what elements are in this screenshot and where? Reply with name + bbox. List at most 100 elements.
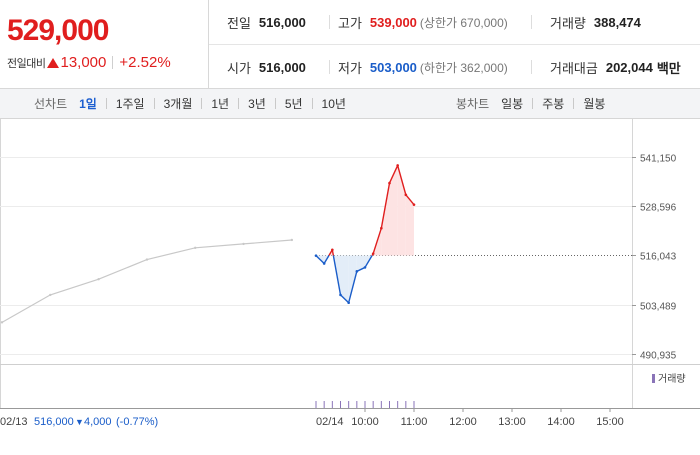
tab-monthly[interactable]: 월봉 xyxy=(583,97,606,111)
today-point xyxy=(412,203,416,206)
volume-legend: 거래량 xyxy=(652,373,686,385)
up-triangle-icon xyxy=(47,57,60,68)
divider xyxy=(329,60,330,74)
tab-1-year[interactable]: 1년 xyxy=(211,97,230,111)
stat-value: 539,000 xyxy=(369,14,417,30)
change-percent: +2.52% xyxy=(119,54,171,71)
stat-volume: 거래량 388,474 xyxy=(550,12,641,32)
stat-note: (상한가 670,000) xyxy=(419,15,508,30)
stat-amount: 거래대금 202,044 백만 xyxy=(550,57,681,77)
today-point xyxy=(331,248,334,252)
today-point xyxy=(388,181,391,185)
line-chart-label: 선차트 xyxy=(34,97,68,111)
area-fill-down xyxy=(356,255,365,272)
area-fill-up xyxy=(405,194,414,256)
divider xyxy=(531,60,532,74)
divider xyxy=(531,15,532,29)
x-tick-label: 13:00 xyxy=(498,416,526,428)
stat-label: 고가 xyxy=(338,15,362,31)
stat-unit: 백만 xyxy=(656,60,681,76)
price-chart: 541,150 528,596 516,043 503,489 490,935 02/14… xyxy=(0,118,700,450)
series-segment-down xyxy=(323,255,330,264)
divider xyxy=(209,44,700,45)
tab-weekly[interactable]: 주봉 xyxy=(542,97,565,111)
stat-value: 503,000 xyxy=(369,59,417,75)
series-segment-down xyxy=(340,294,350,304)
change-row: 전일대비 13,000 +2.52% xyxy=(7,54,171,71)
area-fill-down xyxy=(348,255,357,303)
chart-tab-bar: 선차트 1일 1주일 3개월 1년 3년 5년 10년 봉차트 일봉 주봉 월봉 xyxy=(0,89,700,119)
price-chart-svg: 541,150 528,596 516,043 503,489 490,935 02/14… xyxy=(0,118,700,429)
tab-daily[interactable]: 일봉 xyxy=(501,97,524,111)
series-segment-down xyxy=(356,266,366,272)
stat-label: 거래량 xyxy=(550,15,586,31)
volume-group xyxy=(315,401,415,408)
stat-value: 516,000 xyxy=(258,14,306,30)
x-tick-label: 10:00 xyxy=(351,416,379,428)
today-point xyxy=(355,270,359,273)
today-point xyxy=(396,164,399,167)
y-tick-label: 516,043 xyxy=(640,252,677,263)
prev-day-percent: (-0.77%) xyxy=(116,416,158,428)
prev-day-point xyxy=(97,278,100,281)
area-fill-up xyxy=(389,165,398,256)
divider xyxy=(573,98,575,109)
candle-chart-tabs: 봉차트 일봉 주봉 월봉 xyxy=(456,89,607,118)
prev-day-point xyxy=(290,238,294,242)
series-segment-up xyxy=(380,182,391,229)
change-value: 13,000 xyxy=(60,54,107,71)
series-segment-down xyxy=(364,255,373,268)
x-tick-label: 15:00 xyxy=(596,416,624,428)
tab-5-years[interactable]: 5년 xyxy=(284,97,303,111)
stat-note: (하한가 362,000) xyxy=(419,60,508,75)
tab-1-day[interactable]: 1일 xyxy=(79,97,97,111)
y-tick-label: 490,935 xyxy=(640,351,677,362)
prev-day-caption: 02/13 516,000 ▼ 4,000 (-0.77%) xyxy=(0,416,158,428)
prev-day-point xyxy=(242,242,245,246)
stat-open: 시가 516,000 xyxy=(227,57,306,77)
tab-1-week[interactable]: 1주일 xyxy=(115,97,145,111)
label-group: 541,150 528,596 516,043 503,489 490,935 02/14… xyxy=(316,154,677,429)
prev-day-change: 4,000 xyxy=(84,416,112,428)
volume-legend-label: 거래량 xyxy=(658,373,686,385)
area-fill-down xyxy=(340,255,349,303)
divider xyxy=(532,98,534,109)
today-point xyxy=(363,266,367,269)
today-point xyxy=(347,301,350,305)
x-tick-label: 14:00 xyxy=(547,416,575,428)
prev-day-series-line xyxy=(1,239,292,323)
summary-panel: 529,000 전일대비 13,000 +2.52% 전일 516,000 고가… xyxy=(0,0,700,89)
price-box: 529,000 전일대비 13,000 +2.52% xyxy=(0,0,209,88)
line-group xyxy=(0,164,416,324)
divider xyxy=(201,98,203,109)
stat-high: 고가 539,000 (상한가 670,000) xyxy=(338,12,508,32)
tab-10-years[interactable]: 10년 xyxy=(321,97,346,111)
stat-prev-close: 전일 516,000 xyxy=(227,12,306,32)
series-segment-down xyxy=(315,255,325,265)
stat-label: 시가 xyxy=(227,60,251,76)
today-point xyxy=(404,193,408,197)
line-chart-tabs: 선차트 1일 1주일 3개월 1년 3년 5년 10년 xyxy=(34,89,348,118)
volume-legend-swatch xyxy=(652,374,655,383)
down-triangle-icon: ▼ xyxy=(75,417,84,427)
prev-day-point xyxy=(145,258,149,261)
candle-chart-label: 봉차트 xyxy=(456,97,490,111)
prev-day-point xyxy=(0,321,4,324)
prev-day-close: 516,000 xyxy=(34,416,74,428)
series-segment-up xyxy=(388,165,399,184)
divider xyxy=(238,98,240,109)
grid-group xyxy=(0,157,636,412)
tab-3-months[interactable]: 3개월 xyxy=(163,97,193,111)
current-price: 529,000 xyxy=(7,14,109,47)
y-tick-label: 528,596 xyxy=(640,203,677,214)
x-tick-label: 02/14 xyxy=(316,416,344,428)
stat-label: 거래대금 xyxy=(550,60,598,76)
tab-3-years[interactable]: 3년 xyxy=(248,97,266,111)
stats-grid: 전일 516,000 고가 539,000 (상한가 670,000) 거래량 … xyxy=(209,0,700,88)
series-segment-up xyxy=(372,227,382,254)
divider xyxy=(105,98,107,109)
y-tick-label: 541,150 xyxy=(640,154,677,165)
divider xyxy=(153,98,155,109)
change-label: 전일대비 xyxy=(7,57,46,70)
prev-day-point xyxy=(194,246,197,250)
